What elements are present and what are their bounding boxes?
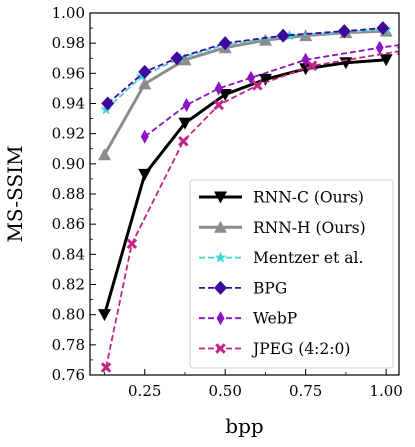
- data-point-bpg: [337, 24, 351, 39]
- y-tick-label: 0.78: [52, 336, 85, 354]
- legend-label: RNN-C (Ours): [253, 189, 364, 207]
- legend-swatch-marker: [214, 191, 227, 204]
- data-point-jpeg-4-2-0: [178, 135, 189, 147]
- series-layer: [97, 21, 399, 373]
- y-tick-label: 0.92: [52, 125, 85, 143]
- legend: RNN-C (Ours) RNN-H (Ours) Mentzer et al. BP…: [189, 179, 394, 369]
- data-point-rnn-c-ours: [138, 168, 152, 181]
- data-point-rnn-c-ours: [258, 73, 272, 86]
- data-point-jpeg-4-2-0: [213, 99, 225, 111]
- x-axis-label: bpp: [225, 414, 263, 438]
- y-tick-label: 0.88: [52, 185, 85, 203]
- legend-entry-bpg: BPG: [199, 279, 287, 297]
- y-tick-label: 0.80: [52, 306, 85, 324]
- y-tick-label: 0.76: [52, 366, 85, 384]
- data-point-rnn-h-ours: [258, 33, 272, 46]
- legend-label: Mentzer et al.: [253, 249, 363, 267]
- series-line-rnn-c-ours: [103, 58, 387, 316]
- legend-swatch-marker: [214, 220, 227, 233]
- legend-entry-jpeg-4-2-0: JPEG (4:2:0): [199, 340, 350, 358]
- y-tick-label: 0.82: [52, 276, 85, 294]
- legend-label: JPEG (4:2:0): [251, 340, 350, 358]
- legend-entry-mentzer-et-al: Mentzer et al.: [199, 249, 363, 267]
- data-point-webp: [140, 129, 149, 144]
- legend-swatch-marker: [216, 311, 225, 326]
- x-tick-label: 0.75: [289, 382, 322, 400]
- y-tick-label: 0.94: [52, 95, 85, 113]
- data-point-bpg: [138, 64, 152, 79]
- data-point-mentzer-et-al: [100, 103, 112, 115]
- x-tick-label: 0.25: [128, 382, 161, 400]
- x-tick-label: 0.50: [208, 382, 241, 400]
- y-tick-label: 0.98: [52, 34, 85, 52]
- legend-label: WebP: [253, 310, 297, 328]
- x-axis-ticks: 0.25 0.50 0.75 1.00: [104, 369, 403, 400]
- series-line-mentzer-et-al: [105, 28, 387, 111]
- data-point-rnn-c-ours: [218, 88, 232, 101]
- data-point-webp: [375, 40, 384, 55]
- y-tick-label: 0.90: [52, 155, 85, 173]
- data-point-bpg: [218, 36, 232, 51]
- data-point-jpeg-4-2-0: [126, 238, 138, 250]
- y-axis-label: MS-SSIM: [3, 145, 27, 242]
- x-tick-label: 1.00: [369, 382, 402, 400]
- series-bpg: [101, 21, 390, 111]
- data-point-rnn-c-ours: [178, 117, 192, 130]
- data-point-bpg: [376, 21, 390, 36]
- data-point-mentzer-et-al: [135, 70, 148, 82]
- data-point-rnn-c-ours: [97, 309, 111, 322]
- legend-entry-rnn-c-ours: RNN-C (Ours): [199, 189, 364, 207]
- y-axis-ticks: 0.76 0.78 0.80 0.82 0.84 0.86 0.88 0.90 0.92 0.94…: [52, 4, 96, 384]
- data-point-webp: [246, 70, 255, 85]
- y-tick-label: 0.84: [52, 245, 85, 263]
- y-tick-label: 1.00: [52, 4, 85, 22]
- data-point-webp: [214, 81, 223, 96]
- data-point-rnn-h-ours: [97, 148, 111, 161]
- data-point-jpeg-4-2-0: [100, 362, 112, 373]
- data-point-jpeg-4-2-0: [252, 80, 263, 91]
- legend-swatch-marker: [215, 343, 226, 354]
- legend-label: BPG: [253, 279, 287, 297]
- data-point-rnn-h-ours: [138, 77, 152, 90]
- legend-swatch-marker: [214, 280, 227, 295]
- data-point-rnn-c-ours: [379, 54, 393, 67]
- data-point-jpeg-4-2-0: [306, 60, 318, 72]
- legend-entry-webp: WebP: [199, 310, 297, 328]
- data-point-webp: [182, 98, 191, 113]
- y-tick-label: 0.96: [52, 64, 85, 82]
- legend-label: RNN-H (Ours): [253, 219, 366, 237]
- data-point-bpg: [276, 28, 290, 43]
- data-point-bpg: [101, 96, 115, 111]
- data-point-rnn-h-ours: [178, 53, 192, 66]
- legend-entry-rnn-h-ours: RNN-H (Ours): [199, 219, 366, 237]
- series-jpeg-4-2-0: [100, 45, 399, 373]
- data-point-bpg: [170, 51, 184, 66]
- legend-swatch-marker: [214, 251, 227, 263]
- y-tick-label: 0.86: [52, 215, 85, 233]
